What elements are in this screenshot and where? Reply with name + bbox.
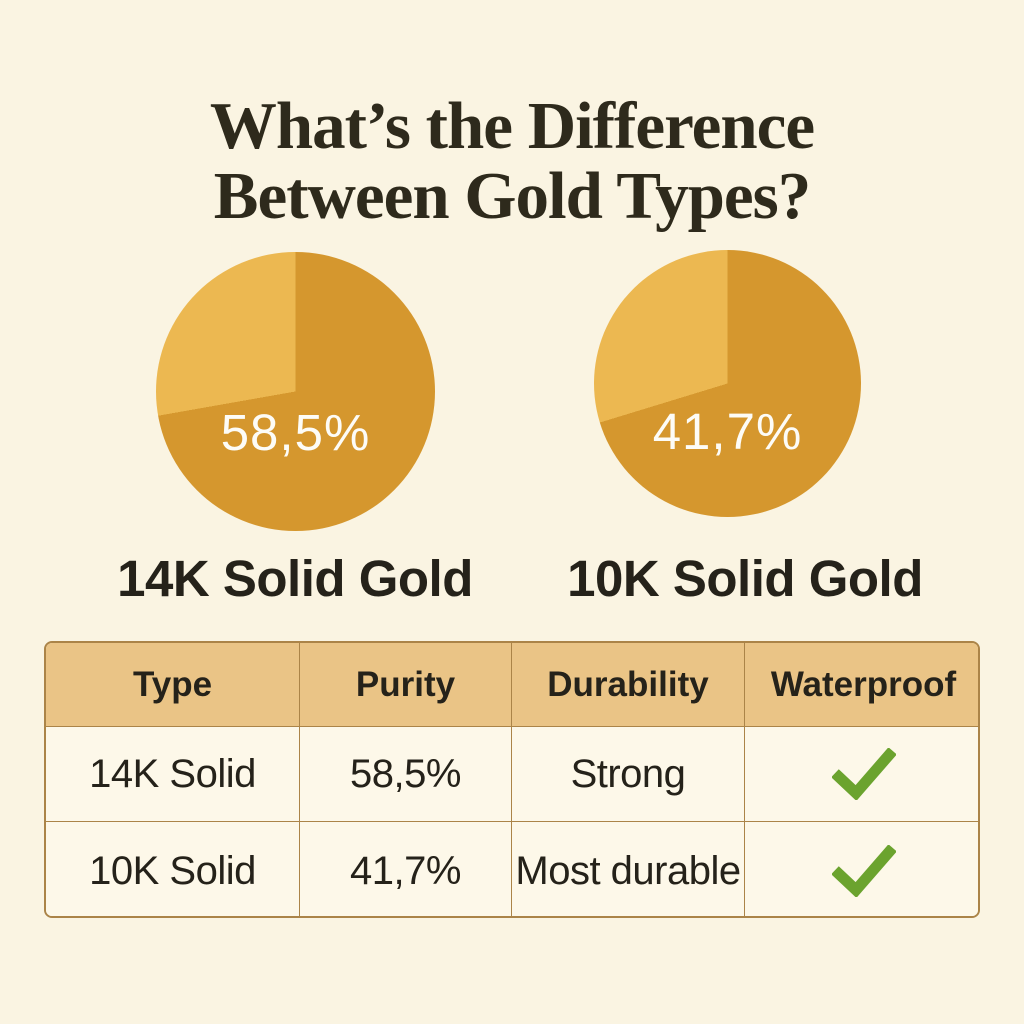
table-cell-durability-14k: Strong (512, 727, 745, 822)
column-header-purity: Purity (300, 643, 512, 727)
pie-percentage-label-10k: 41,7% (652, 403, 803, 461)
comparison-table: Type Purity Durability Waterproof 14K So… (44, 641, 980, 918)
table-cell-waterproof-10k (745, 822, 978, 916)
pie-caption-14k: 14K Solid Gold (117, 550, 473, 607)
check-icon (831, 748, 896, 800)
column-header-type: Type (46, 643, 300, 727)
table-cell-type-14k: 14K Solid (46, 727, 300, 822)
check-icon (831, 845, 896, 897)
pie-chart-14k-gold: 58,5% (156, 252, 435, 531)
table-cell-waterproof-14k (745, 727, 978, 822)
table-cell-durability-10k: Most durable (512, 822, 745, 916)
pie-percentage-label-14k: 58,5% (220, 403, 371, 461)
pie-caption-10k: 10K Solid Gold (567, 550, 923, 607)
column-header-durability: Durability (512, 643, 745, 727)
table-cell-purity-14k: 58,5% (300, 727, 512, 822)
page-title-line-2: Between Gold Types? (213, 158, 811, 233)
column-header-waterproof: Waterproof (745, 643, 978, 727)
table-cell-purity-10k: 41,7% (300, 822, 512, 916)
pie-chart-10k-gold: 41,7% (594, 250, 861, 517)
page-title: What’s the Difference Between Gold Types… (0, 91, 1024, 231)
page-title-line-1: What’s the Difference (209, 88, 815, 163)
table-cell-type-10k: 10K Solid (46, 822, 300, 916)
